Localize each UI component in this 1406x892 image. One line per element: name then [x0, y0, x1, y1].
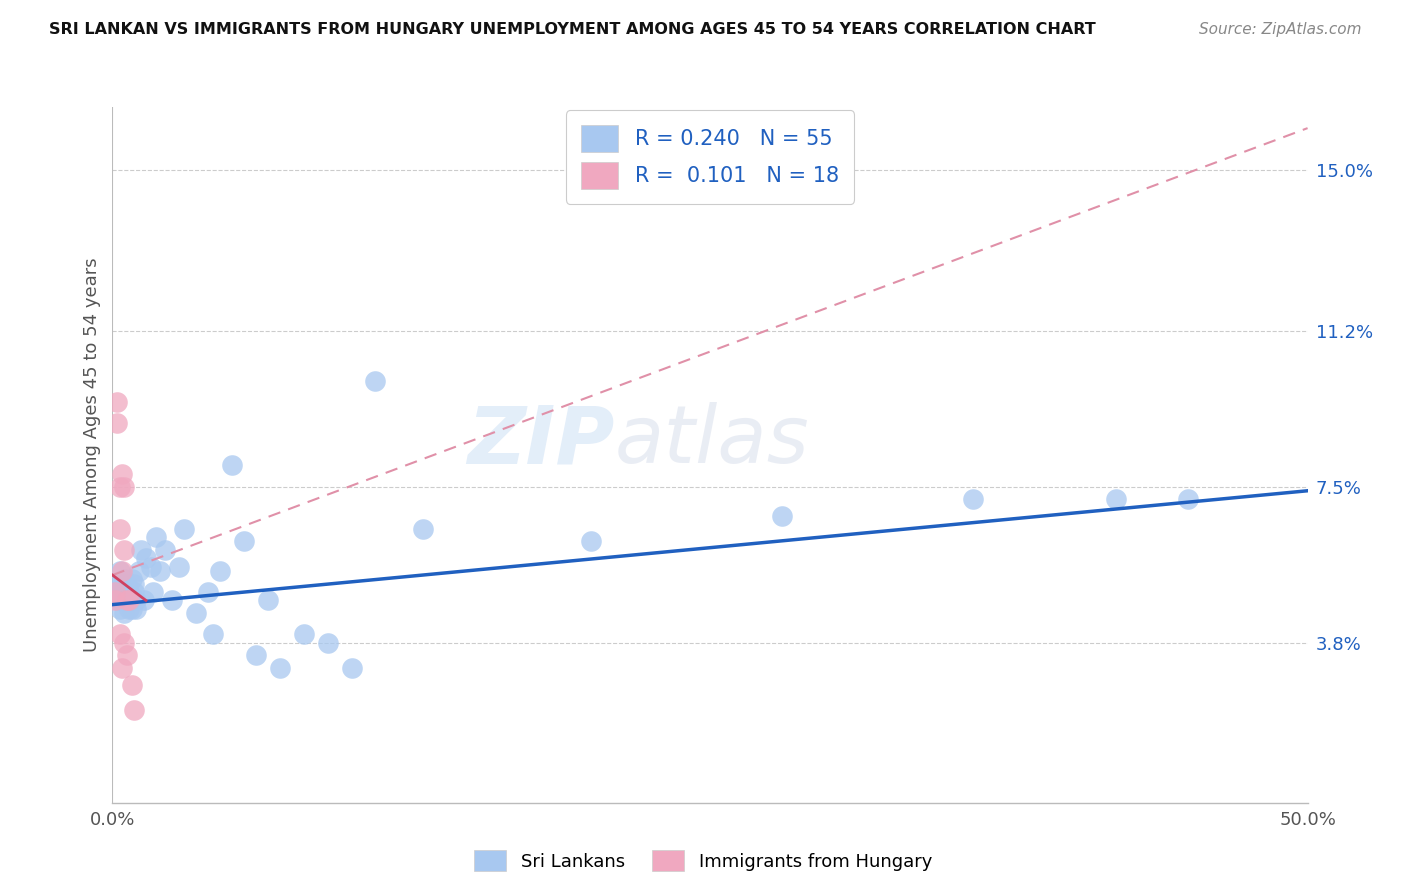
Point [118, 593, 141, 607]
Text: atlas: atlas [614, 402, 810, 480]
Point [162, 593, 183, 607]
Point [115, 648, 138, 663]
Point [108, 627, 131, 641]
Text: SRI LANKAN VS IMMIGRANTS FROM HUNGARY UNEMPLOYMENT AMONG AGES 45 TO 54 YEARS COR: SRI LANKAN VS IMMIGRANTS FROM HUNGARY UN… [49, 22, 1095, 37]
Point [364, 374, 387, 388]
Point [1105, 492, 1128, 507]
Point [111, 564, 134, 578]
Point [105, 576, 128, 591]
Point [114, 572, 135, 586]
Y-axis label: Unemployment Among Ages 45 to 54 years: Unemployment Among Ages 45 to 54 years [83, 258, 101, 652]
Legend: R = 0.240   N = 55, R =  0.101   N = 18: R = 0.240 N = 55, R = 0.101 N = 18 [567, 111, 853, 203]
Point [111, 576, 134, 591]
Point [149, 564, 172, 578]
Point [132, 593, 155, 607]
Point [121, 678, 143, 692]
Point [121, 602, 143, 616]
Point [209, 564, 232, 578]
Point [186, 606, 208, 620]
Point [233, 534, 256, 549]
Point [114, 542, 135, 557]
Point [105, 417, 128, 431]
Point [125, 593, 148, 607]
Point [111, 585, 134, 599]
Point [292, 627, 315, 641]
Point [108, 479, 131, 493]
Point [114, 479, 135, 493]
Point [104, 585, 127, 599]
Point [121, 572, 143, 586]
Point [111, 593, 134, 607]
Point [169, 559, 191, 574]
Point [142, 585, 165, 599]
Point [108, 522, 131, 536]
Point [115, 576, 138, 591]
Text: ZIP: ZIP [467, 402, 614, 480]
Point [122, 585, 145, 599]
Point [111, 661, 134, 675]
Point [111, 467, 134, 481]
Point [122, 576, 145, 591]
Point [122, 703, 145, 717]
Point [115, 593, 138, 607]
Point [316, 635, 339, 649]
Point [129, 542, 152, 557]
Point [145, 530, 167, 544]
Point [108, 564, 131, 578]
Point [104, 593, 127, 607]
Point [221, 458, 243, 473]
Point [201, 627, 224, 641]
Point [139, 559, 162, 574]
Point [114, 606, 135, 620]
Point [105, 593, 128, 607]
Point [118, 593, 141, 607]
Point [125, 602, 148, 616]
Point [115, 585, 138, 599]
Point [770, 509, 793, 524]
Point [579, 534, 602, 549]
Point [153, 542, 176, 557]
Point [115, 593, 138, 607]
Point [114, 593, 135, 607]
Point [197, 585, 219, 599]
Point [135, 551, 157, 566]
Point [1177, 492, 1199, 507]
Point [269, 661, 291, 675]
Point [257, 593, 280, 607]
Point [108, 585, 131, 599]
Point [340, 661, 363, 675]
Point [173, 522, 195, 536]
Text: Source: ZipAtlas.com: Source: ZipAtlas.com [1198, 22, 1361, 37]
Point [105, 395, 128, 409]
Point [245, 648, 267, 663]
Legend: Sri Lankans, Immigrants from Hungary: Sri Lankans, Immigrants from Hungary [467, 843, 939, 879]
Point [128, 564, 150, 578]
Point [962, 492, 984, 507]
Point [108, 602, 131, 616]
Point [104, 585, 127, 599]
Point [118, 602, 141, 616]
Point [412, 522, 434, 536]
Point [114, 635, 135, 649]
Point [118, 585, 141, 599]
